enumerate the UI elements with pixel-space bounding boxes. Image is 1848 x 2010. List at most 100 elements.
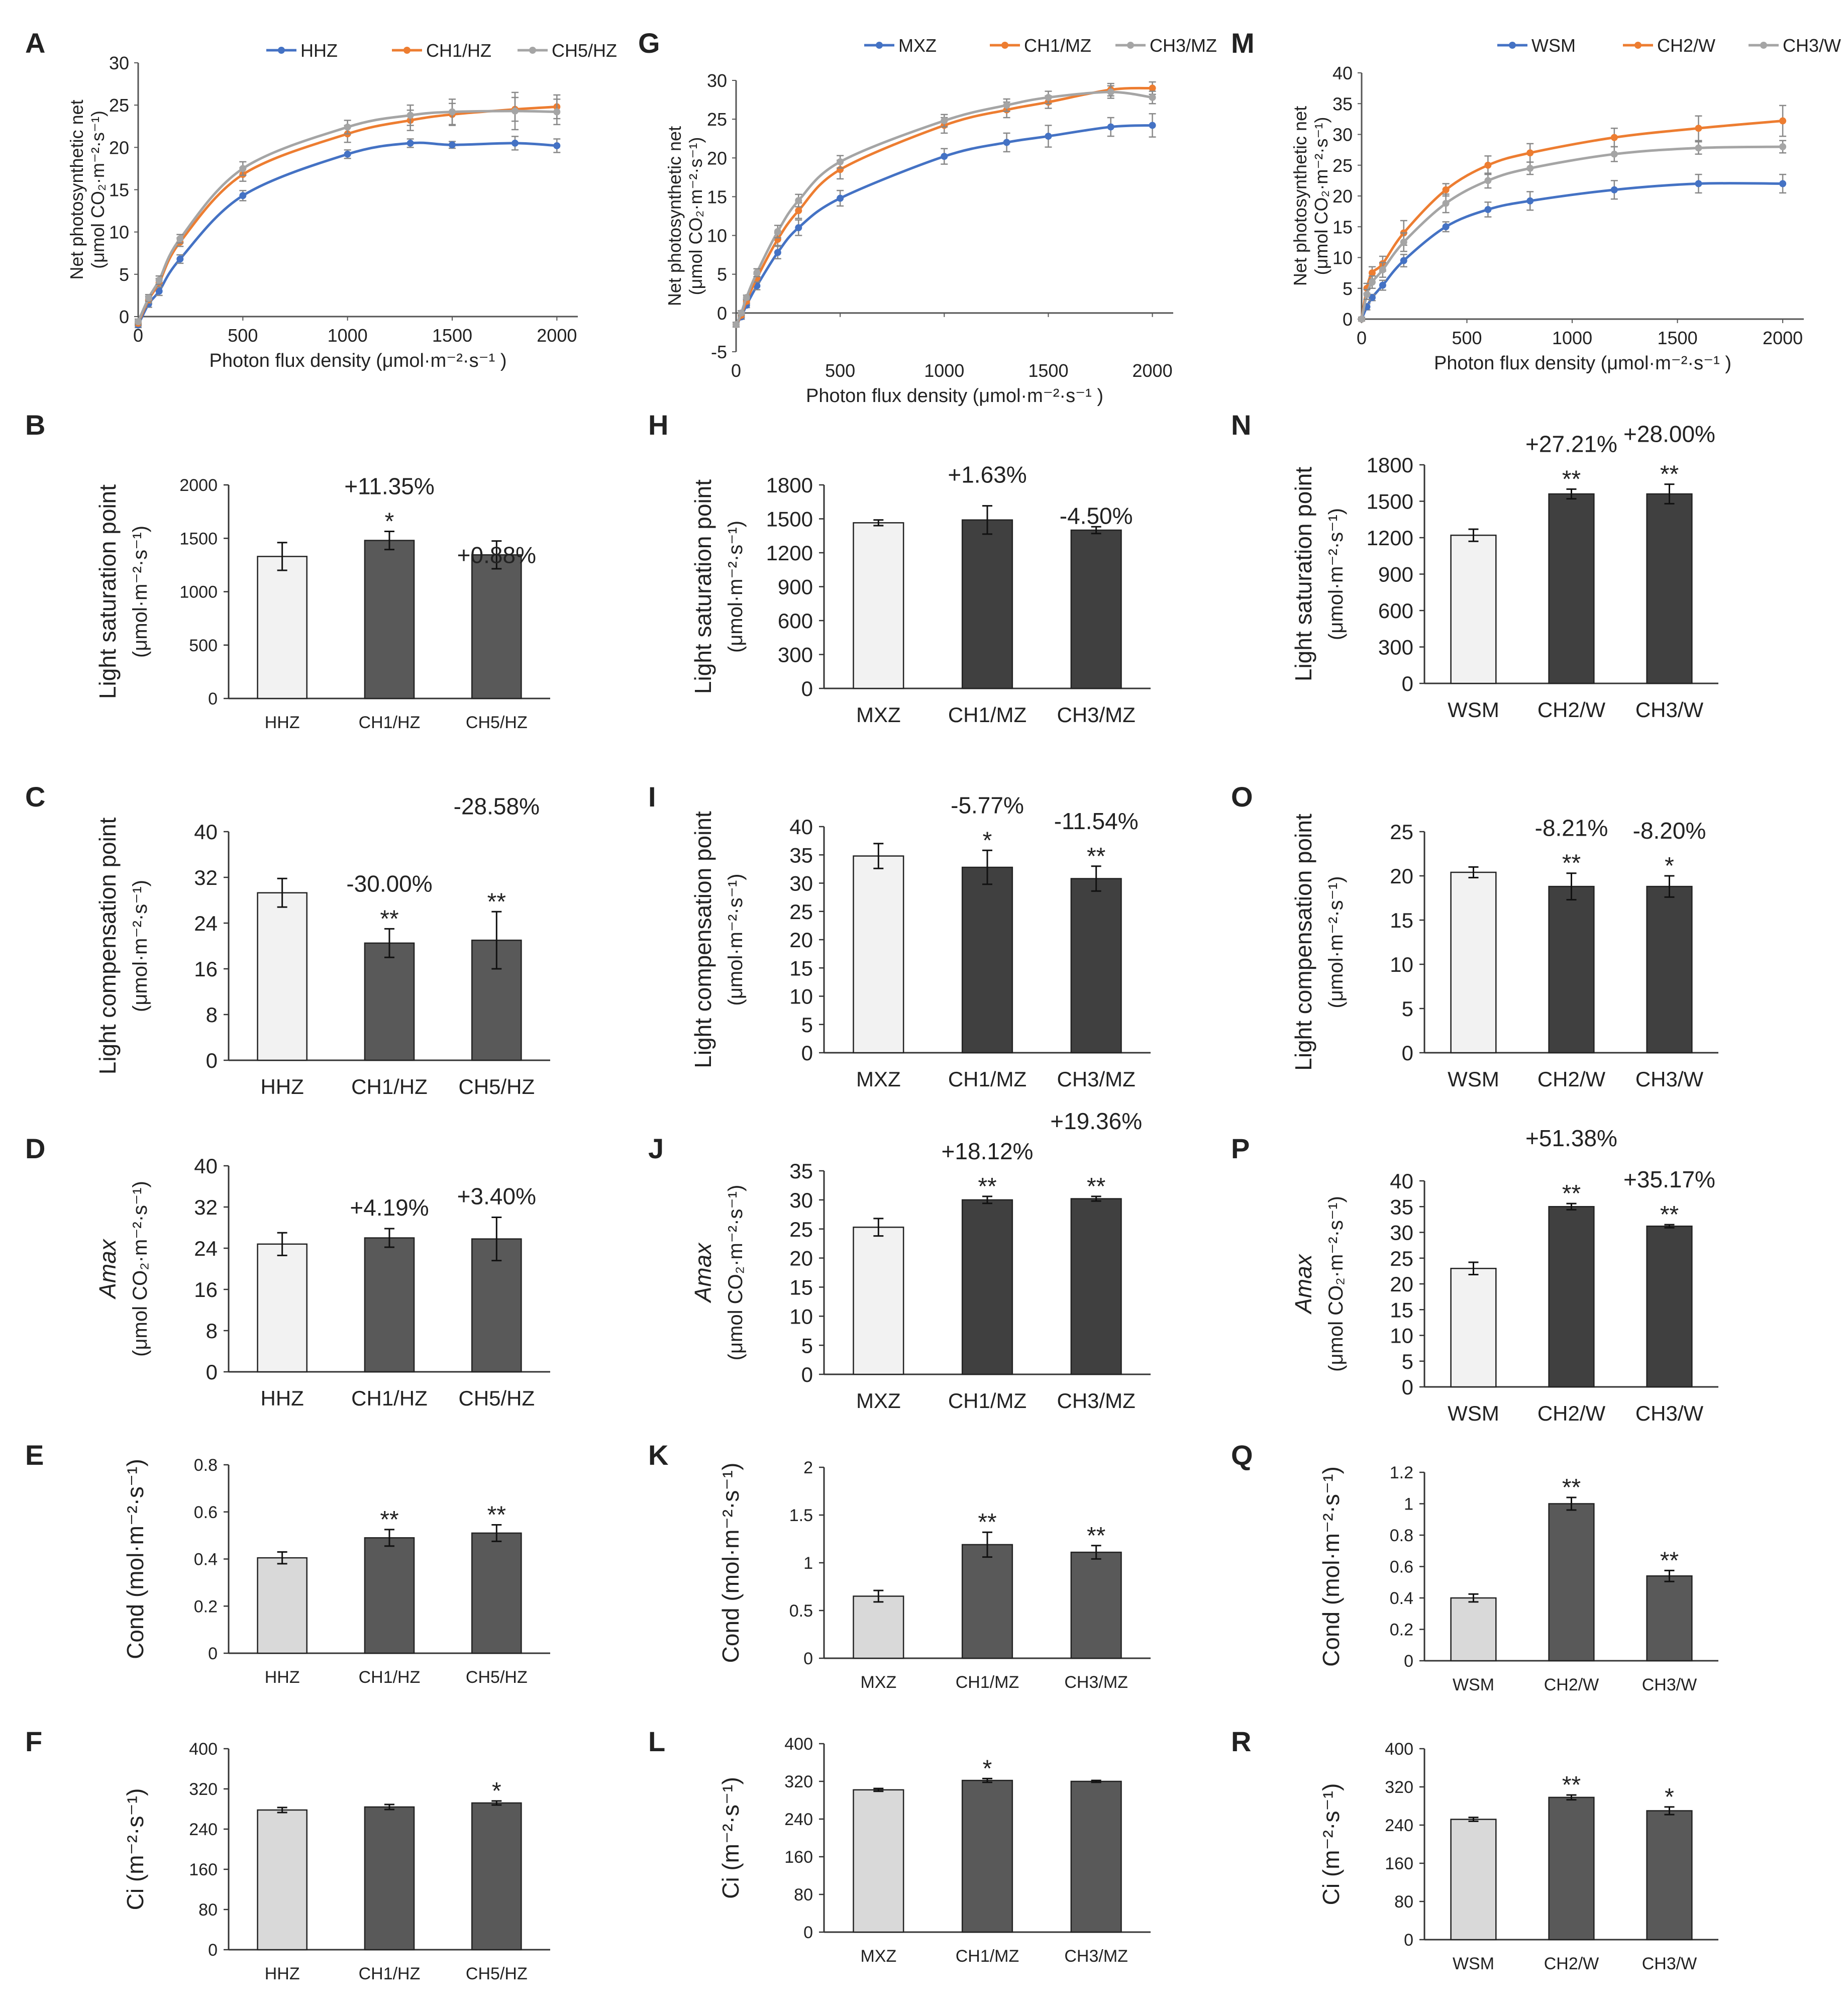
x-tick-label: CH1/MZ — [956, 1947, 1019, 1966]
x-tick-label: 2000 — [1133, 360, 1173, 381]
data-point — [1610, 186, 1618, 193]
significance-marker: ** — [1562, 466, 1581, 492]
bar-CH1/HZ — [364, 1237, 415, 1373]
series-line-HHZ — [137, 141, 557, 326]
data-point — [406, 139, 414, 147]
y-tick-label: 40 — [1332, 63, 1353, 83]
legend-label: CH5/HZ — [552, 40, 617, 61]
percent-change-label: -4.50% — [1060, 502, 1133, 529]
y-tick-label: 0 — [1404, 1652, 1413, 1671]
x-tick-label: MXZ — [856, 1389, 901, 1413]
x-tick-label: CH5/HZ — [466, 1964, 528, 1983]
x-tick-label: CH5/HZ — [458, 1075, 535, 1098]
bar-CH1/MZ — [961, 866, 1013, 1054]
chart-panel-K: K 0 0.5 1 1.5 2 Cond (mol·m⁻²·s⁻¹) MXZ CH1/MZ ** C… — [648, 1439, 1151, 1692]
y-tick-label: 25 — [109, 95, 129, 116]
bar-CH3/MZ — [1070, 529, 1122, 689]
x-tick-label: 2000 — [537, 325, 577, 346]
chart-panel-M: M 0 5 10 15 20 25 30 35 40 0 500 1000 1500 2000 Photon … — [1231, 27, 1841, 374]
x-tick-label: WSM — [1453, 1954, 1494, 1973]
bar-CH5/HZ — [471, 1532, 522, 1654]
panel-letter: D — [25, 1133, 45, 1164]
y-tick-label: 1800 — [766, 473, 813, 497]
y-tick-label: 240 — [189, 1820, 218, 1839]
significance-marker: ** — [1087, 1523, 1105, 1549]
y-tick-label: -5 — [711, 342, 727, 362]
x-tick-label: CH5/HZ — [466, 713, 528, 732]
y-tick-label: 10 — [1390, 1324, 1413, 1348]
data-point — [1695, 144, 1702, 152]
series-line-CH3/W — [1360, 145, 1783, 320]
y-axis-label: Light saturation point — [690, 479, 716, 694]
y-tick-label: 20 — [1390, 864, 1413, 888]
data-point — [1368, 278, 1376, 286]
percent-change-label: +3.40% — [457, 1183, 536, 1210]
legend-marker — [278, 47, 285, 54]
significance-marker: * — [983, 1755, 992, 1782]
x-tick-label: 1000 — [924, 360, 964, 381]
y-tick-label: 30 — [1390, 1221, 1413, 1245]
y-axis-label: (μmol CO₂·m⁻²·s⁻¹) — [685, 137, 706, 295]
significance-marker: ** — [1562, 1772, 1581, 1798]
data-point — [344, 123, 351, 131]
percent-change-label: -28.58% — [454, 793, 540, 819]
percent-change-label: +1.63% — [948, 462, 1026, 488]
y-tick-label: 5 — [119, 264, 129, 285]
significance-marker: ** — [380, 906, 398, 932]
panel-letter: G — [638, 27, 660, 59]
series-line-WSM — [1360, 182, 1783, 320]
chart-panel-C: C 0 8 16 24 32 40 Light compensation point (μmol… — [25, 781, 550, 1098]
data-point — [1526, 149, 1534, 157]
bar-CH2/W — [1548, 885, 1595, 1054]
y-tick-label: 35 — [789, 1159, 813, 1183]
y-tick-label: 24 — [194, 1237, 218, 1260]
y-tick-label: 0 — [208, 689, 218, 709]
data-point — [1379, 266, 1386, 273]
y-tick-label: 400 — [189, 1740, 218, 1759]
chart-panel-E: E 0 0.2 0.4 0.6 0.8 Cond (mol·m⁻²·s⁻¹) HHZ CH1/H… — [25, 1439, 550, 1687]
x-tick-label: HHZ — [261, 1386, 304, 1410]
y-axis-label: Light compensation point — [690, 811, 716, 1068]
data-point — [511, 139, 519, 147]
data-point — [1779, 117, 1787, 125]
x-tick-label: 1000 — [328, 325, 368, 346]
y-tick-label: 0.2 — [1390, 1621, 1413, 1640]
y-axis-label: Ci (m⁻²·s⁻¹) — [1318, 1783, 1344, 1905]
y-tick-label: 1 — [803, 1554, 813, 1573]
bar-MXZ — [853, 1226, 904, 1375]
y-tick-label: 300 — [1378, 636, 1413, 659]
chart-panel-O: O 0 5 10 15 20 25 Light compensation point (μmol… — [1231, 781, 1718, 1091]
bar-CH3/W — [1646, 1225, 1693, 1388]
y-axis-label: (μmol·m⁻²·s⁻¹) — [129, 880, 151, 1012]
x-tick-label: CH2/W — [1537, 698, 1606, 722]
y-tick-label: 1000 — [179, 583, 218, 602]
percent-change-label: +27.21% — [1525, 431, 1617, 457]
y-axis-label: (μmol·m⁻²·s⁻¹) — [725, 874, 747, 1006]
y-tick-label: 80 — [198, 1900, 218, 1920]
legend-label: WSM — [1531, 35, 1576, 56]
data-point — [1003, 102, 1010, 109]
legend-label: CH1/MZ — [1024, 35, 1091, 56]
y-axis-label: (μmol·m⁻²·s⁻¹) — [1325, 508, 1347, 640]
x-tick-label: CH1/HZ — [359, 1668, 421, 1687]
percent-change-label: +35.17% — [1623, 1166, 1715, 1192]
y-tick-label: 0.6 — [1390, 1558, 1413, 1577]
data-point — [1484, 206, 1492, 213]
chart-panel-Q: Q 0 0.2 0.4 0.6 0.8 1 1.2 Cond (mol·m⁻²·s⁻¹) WSM C… — [1231, 1439, 1718, 1694]
percent-change-label: +0.88% — [457, 542, 536, 568]
y-axis-label: Light saturation point — [94, 484, 121, 699]
y-tick-label: 0 — [208, 1644, 218, 1663]
data-point — [795, 197, 802, 205]
data-point — [239, 192, 247, 199]
panel-letter: F — [25, 1726, 42, 1757]
bar-HHZ — [257, 1243, 307, 1373]
significance-marker: ** — [487, 1502, 506, 1529]
significance-marker: ** — [1562, 850, 1581, 877]
panel-letter: J — [648, 1133, 664, 1164]
x-tick-label: CH3/MZ — [1057, 703, 1135, 727]
x-tick-label: CH1/MZ — [948, 1389, 1026, 1413]
bar-WSM — [1450, 534, 1497, 684]
x-tick-label: 1500 — [1028, 360, 1068, 381]
